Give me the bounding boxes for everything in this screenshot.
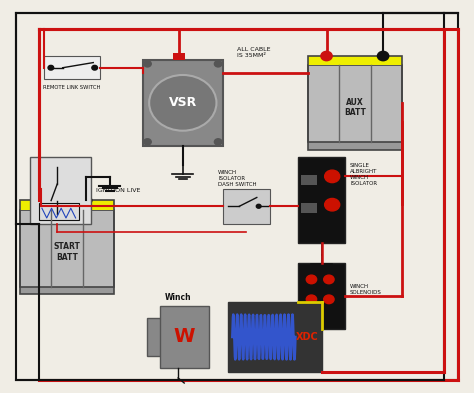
Text: Winch: Winch bbox=[165, 293, 191, 302]
Bar bbox=[20, 210, 115, 286]
Bar bbox=[308, 56, 402, 150]
Circle shape bbox=[48, 65, 54, 70]
Circle shape bbox=[325, 198, 340, 211]
Circle shape bbox=[324, 295, 334, 304]
Circle shape bbox=[149, 75, 217, 131]
Bar bbox=[228, 302, 322, 372]
Text: XDC: XDC bbox=[295, 332, 318, 342]
Text: W: W bbox=[173, 327, 195, 347]
Bar bbox=[223, 189, 270, 224]
Circle shape bbox=[306, 295, 317, 304]
Bar bbox=[20, 286, 115, 294]
Circle shape bbox=[377, 51, 389, 61]
Bar bbox=[30, 158, 91, 224]
Text: SINGLE
ALBRIGHT
WINCH
ISOLATOR: SINGLE ALBRIGHT WINCH ISOLATOR bbox=[350, 163, 377, 186]
Bar bbox=[173, 53, 185, 60]
Bar bbox=[308, 142, 402, 150]
Bar bbox=[20, 200, 115, 210]
Circle shape bbox=[321, 51, 332, 61]
Text: ALL CABLE
IS 35MM²: ALL CABLE IS 35MM² bbox=[237, 47, 271, 57]
Circle shape bbox=[81, 196, 92, 205]
Circle shape bbox=[325, 170, 340, 183]
Bar bbox=[160, 306, 209, 368]
Bar bbox=[143, 60, 223, 146]
Bar bbox=[308, 65, 402, 142]
Circle shape bbox=[214, 139, 222, 145]
Bar bbox=[298, 158, 346, 243]
Bar bbox=[20, 200, 115, 294]
Circle shape bbox=[324, 275, 334, 284]
Bar bbox=[298, 263, 346, 329]
Text: REMOTE LINK SWITCH: REMOTE LINK SWITCH bbox=[44, 85, 101, 90]
Circle shape bbox=[144, 139, 151, 145]
Circle shape bbox=[92, 65, 98, 70]
Text: AUX
BATT: AUX BATT bbox=[344, 98, 366, 117]
Circle shape bbox=[34, 196, 45, 205]
Text: IGNITION LIVE: IGNITION LIVE bbox=[96, 188, 140, 193]
Bar bbox=[44, 56, 100, 79]
Text: VSR: VSR bbox=[169, 96, 197, 109]
Text: WINCH
ISOLATOR
DASH SWITCH: WINCH ISOLATOR DASH SWITCH bbox=[218, 170, 257, 187]
Circle shape bbox=[144, 61, 151, 67]
Bar bbox=[147, 318, 163, 356]
Bar bbox=[39, 203, 79, 220]
Circle shape bbox=[214, 61, 222, 67]
Bar bbox=[301, 203, 317, 213]
Bar bbox=[308, 56, 402, 65]
Text: START
BATT: START BATT bbox=[54, 242, 81, 262]
Circle shape bbox=[306, 275, 317, 284]
Text: WINCH
SOLENOIDS: WINCH SOLENOIDS bbox=[350, 284, 382, 295]
Bar bbox=[301, 174, 317, 185]
Circle shape bbox=[256, 204, 261, 208]
